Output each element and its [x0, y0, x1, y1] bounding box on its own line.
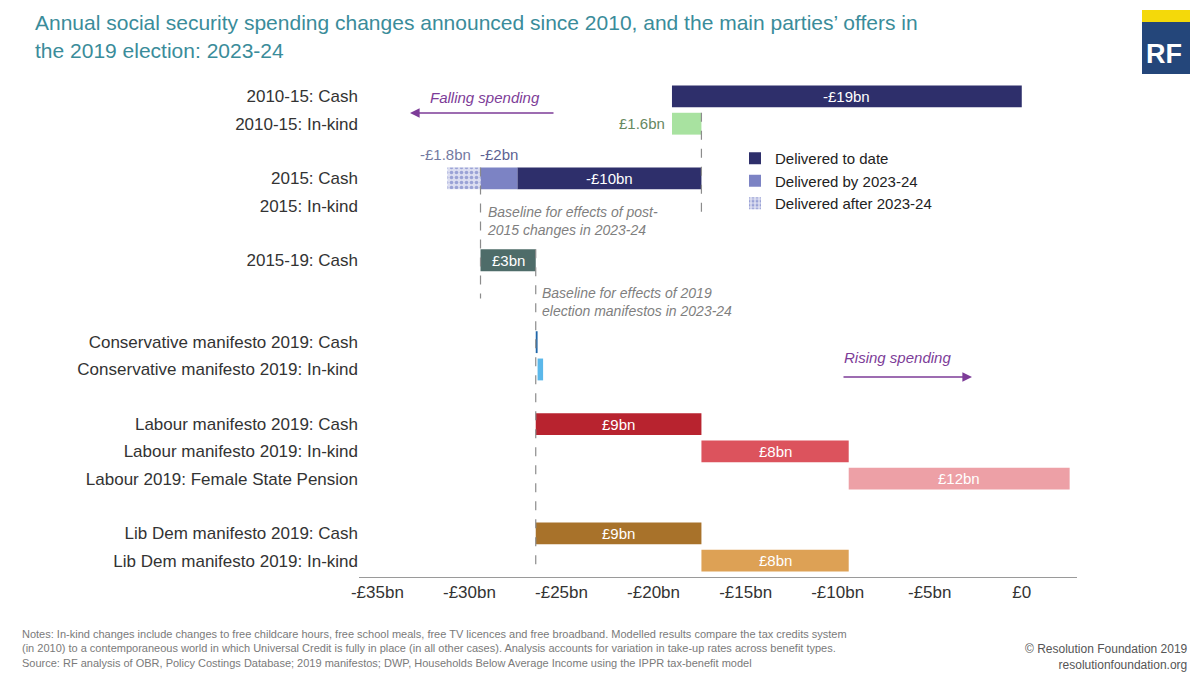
svg-text:£9bn: £9bn [602, 525, 635, 542]
svg-text:2015: Cash: 2015: Cash [271, 169, 358, 188]
svg-text:Baseline for effects of 2019el: Baseline for effects of 2019election man… [542, 285, 732, 319]
svg-text:2010-15: In-kind: 2010-15: In-kind [235, 115, 358, 134]
svg-text:-£2bn: -£2bn [480, 146, 518, 163]
svg-text:Delivered to date: Delivered to date [775, 150, 888, 167]
svg-text:2015-19: Cash: 2015-19: Cash [246, 251, 358, 270]
svg-text:£3bn: £3bn [492, 252, 525, 269]
svg-text:Notes: In-kind changes include: Notes: In-kind changes include changes t… [22, 628, 847, 669]
svg-text:Labour 2019: Female State Pens: Labour 2019: Female State Pension [86, 470, 358, 489]
svg-text:-£20bn: -£20bn [627, 583, 680, 602]
svg-text:Labour manifesto 2019: In-kind: Labour manifesto 2019: In-kind [124, 442, 358, 461]
svg-text:Annual social security spendin: Annual social security spending changes … [35, 11, 918, 61]
svg-text:Falling spending: Falling spending [430, 89, 540, 106]
svg-text:-£10bn: -£10bn [586, 170, 633, 187]
svg-text:£9bn: £9bn [602, 416, 635, 433]
svg-text:-£35bn: -£35bn [351, 583, 404, 602]
svg-text:-£5bn: -£5bn [908, 583, 951, 602]
svg-text:Labour manifesto 2019: Cash: Labour manifesto 2019: Cash [135, 415, 358, 434]
svg-text:£1.6bn: £1.6bn [619, 115, 665, 132]
svg-text:-£15bn: -£15bn [719, 583, 772, 602]
svg-text:Baseline for effects of post-2: Baseline for effects of post-2015 change… [487, 204, 658, 238]
svg-text:-£19bn: -£19bn [823, 88, 870, 105]
svg-text:Lib Dem manifesto 2019: In-kin: Lib Dem manifesto 2019: In-kind [113, 552, 358, 571]
svg-text:2010-15: Cash: 2010-15: Cash [246, 87, 358, 106]
svg-text:© Resolution Foundation 2019re: © Resolution Foundation 2019resolutionfo… [1025, 642, 1188, 672]
svg-text:Conservative manifesto 2019: C: Conservative manifesto 2019: Cash [89, 333, 358, 352]
svg-text:Conservative manifesto 2019: I: Conservative manifesto 2019: In-kind [77, 360, 358, 379]
svg-text:-£30bn: -£30bn [443, 583, 496, 602]
svg-text:Lib Dem manifesto 2019: Cash: Lib Dem manifesto 2019: Cash [125, 524, 358, 543]
svg-text:Delivered by 2023-24: Delivered by 2023-24 [775, 173, 918, 190]
svg-text:Delivered after 2023-24: Delivered after 2023-24 [775, 195, 932, 212]
svg-text:£8bn: £8bn [759, 443, 792, 460]
svg-text:£0: £0 [1012, 583, 1031, 602]
svg-text:2015: In-kind: 2015: In-kind [260, 197, 358, 216]
svg-text:£8bn: £8bn [759, 552, 792, 569]
svg-text:Rising spending: Rising spending [844, 349, 951, 366]
svg-text:£12bn: £12bn [938, 470, 980, 487]
svg-text:-£25bn: -£25bn [535, 583, 588, 602]
svg-text:-£1.8bn: -£1.8bn [420, 146, 471, 163]
svg-text:-£10bn: -£10bn [811, 583, 864, 602]
